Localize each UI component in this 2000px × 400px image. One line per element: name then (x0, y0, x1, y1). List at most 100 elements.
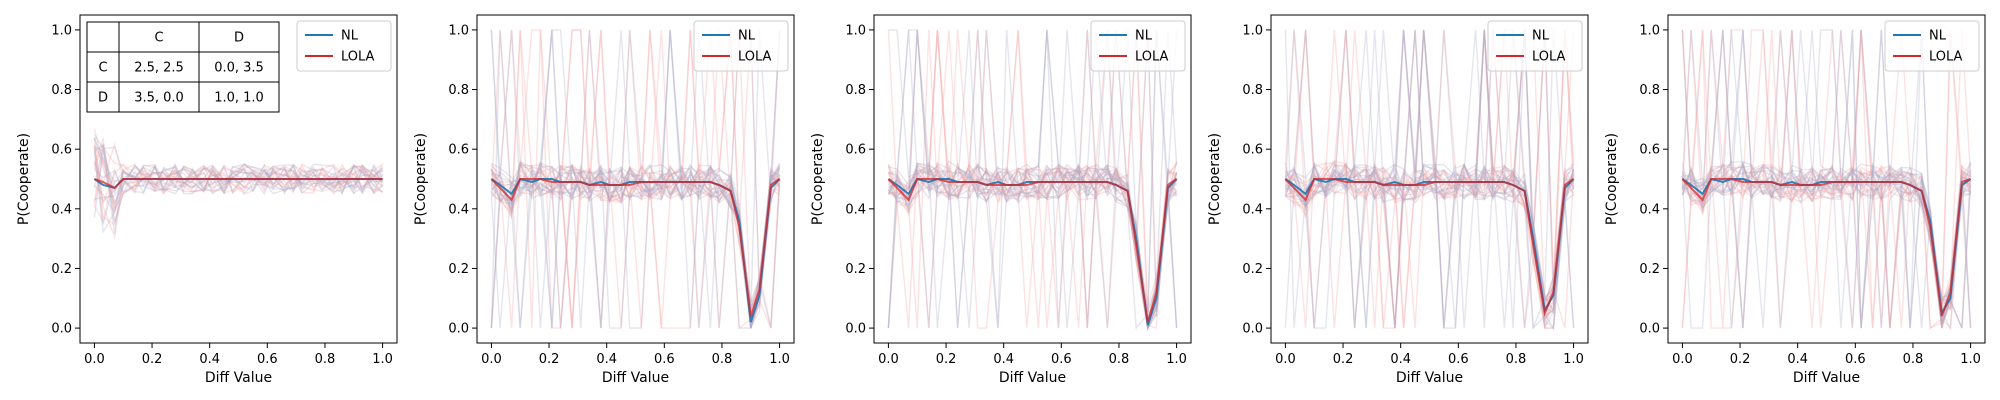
legend-box (1487, 20, 1583, 72)
x-tick-label: 0.6 (654, 352, 675, 367)
run-trace-lola (1285, 168, 1575, 329)
y-tick-label: 0.2 (1639, 262, 1660, 277)
table-cell: 1.0, 1.0 (214, 91, 264, 106)
x-tick-label: 0.0 (481, 352, 502, 367)
x-tick-label: 0.4 (1787, 352, 1808, 367)
run-trace-nl (887, 168, 1178, 331)
run-trace-nl (1681, 29, 1972, 329)
chart-panel-4: 0.0 0.2 0.4 0.6 0.8 1.0 0.0 0.2 0.4 0.6 0.8 1.0 Diff… (1207, 14, 1589, 386)
run-trace-nl (490, 29, 780, 329)
run-trace-nl (1284, 163, 1575, 331)
x-tick-label: 0.6 (1845, 352, 1866, 367)
x-tick-label: 0.2 (1333, 352, 1354, 367)
payoff-table: C DC 2.5, 2.5 0.0, 3.5D 3.5, 0.0 1.0, 1.0 (86, 21, 280, 113)
run-trace-lola (1681, 29, 1972, 329)
x-tick-label: 0.6 (257, 352, 278, 367)
run-trace-lola (887, 29, 1177, 331)
y-axis-label: P(Cooperate) (413, 133, 429, 225)
run-trace-nl (888, 29, 1178, 331)
run-trace-nl (1284, 29, 1575, 329)
y-tick-label: 1.0 (448, 23, 469, 38)
chart-panel-1: 0.0 0.2 0.4 0.6 0.8 1.0 0.0 0.2 0.4 0.6 0.8 1.0 Diff… (16, 14, 398, 386)
x-tick-label: 0.4 (596, 352, 617, 367)
run-trace-nl (490, 29, 781, 329)
x-tick-label: 0.2 (936, 352, 957, 367)
x-tick-label: 0.4 (1390, 352, 1411, 367)
run-trace-lola (1284, 29, 1575, 329)
y-tick-label: 0.4 (51, 202, 72, 217)
x-tick-label: 0.8 (1506, 352, 1527, 367)
legend-label-lola: LOLA (341, 50, 375, 65)
run-trace-nl (93, 134, 384, 195)
series-line-lola (1284, 178, 1575, 317)
legend-label-nl: NL (1532, 29, 1550, 44)
series-line-lola (94, 178, 383, 190)
table-cell: 2.5, 2.5 (134, 61, 184, 76)
run-trace-nl (1284, 29, 1575, 329)
run-trace-lola (93, 138, 383, 222)
x-tick-label: 0.0 (84, 352, 105, 367)
run-trace-lola (1681, 29, 1972, 329)
x-tick-label: 1.0 (1166, 352, 1187, 367)
legend-label-lola: LOLA (738, 50, 772, 65)
y-axis-label: P(Cooperate) (810, 133, 826, 225)
run-trace-lola (93, 146, 384, 203)
run-trace-lola (490, 162, 781, 329)
axes-frame (476, 14, 795, 344)
run-trace-nl (490, 29, 781, 329)
run-trace-nl (1284, 29, 1575, 330)
legend-box (693, 20, 789, 72)
run-trace-nl (1681, 29, 1972, 329)
run-trace-nl (490, 170, 781, 329)
run-trace-nl (1681, 29, 1971, 326)
run-trace-lola (888, 167, 1178, 329)
run-trace-lola (93, 162, 383, 206)
table-header-cell: C (154, 31, 163, 46)
run-trace-lola (1285, 29, 1575, 322)
run-trace-lola (490, 29, 781, 329)
run-trace-lola (490, 29, 781, 329)
run-trace-nl (490, 29, 781, 307)
run-trace-nl (1681, 29, 1972, 331)
run-trace-nl (1682, 29, 1971, 329)
run-trace-lola (1284, 29, 1575, 329)
y-axis-label: P(Cooperate) (16, 133, 32, 225)
y-tick-label: 0.0 (51, 322, 72, 337)
run-trace-nl (1681, 29, 1972, 329)
y-tick-label: 0.8 (845, 83, 866, 98)
chart-panel-3: 0.0 0.2 0.4 0.6 0.8 1.0 0.0 0.2 0.4 0.6 0.8 1.0 Diff… (810, 14, 1192, 386)
x-tick-label: 0.8 (1903, 352, 1924, 367)
x-tick-label: 0.4 (199, 352, 220, 367)
x-tick-label: 0.2 (1730, 352, 1751, 367)
run-trace-nl (1681, 29, 1972, 329)
run-trace-nl (887, 29, 1178, 312)
legend-box (296, 20, 392, 72)
y-tick-label: 0.6 (1639, 143, 1660, 158)
run-trace-lola (93, 145, 384, 202)
run-trace-lola (887, 29, 1178, 329)
axes-frame (79, 14, 398, 344)
table-cell: C (98, 61, 107, 76)
run-trace-nl (490, 29, 781, 329)
x-tick-label: 0.2 (142, 352, 163, 367)
axes-frame (873, 14, 1192, 344)
legend-label-lola: LOLA (1929, 50, 1963, 65)
y-tick-label: 0.6 (448, 143, 469, 158)
individual-run-traces (93, 128, 384, 240)
legend-label-lola: LOLA (1135, 50, 1169, 65)
run-trace-nl (490, 29, 781, 330)
run-trace-lola (490, 165, 781, 329)
legend: NL LOLA (1487, 20, 1583, 72)
run-trace-nl (490, 29, 781, 329)
x-axis-label: Diff Value (1793, 370, 1860, 386)
run-trace-nl (93, 149, 384, 224)
run-trace-nl (94, 146, 384, 196)
run-trace-nl (1682, 29, 1972, 322)
run-trace-nl (93, 137, 384, 195)
x-tick-label: 0.0 (878, 352, 899, 367)
run-trace-lola (887, 29, 1178, 329)
run-trace-lola (1681, 164, 1971, 330)
run-trace-nl (490, 29, 781, 319)
legend: NL LOLA (1090, 20, 1186, 72)
